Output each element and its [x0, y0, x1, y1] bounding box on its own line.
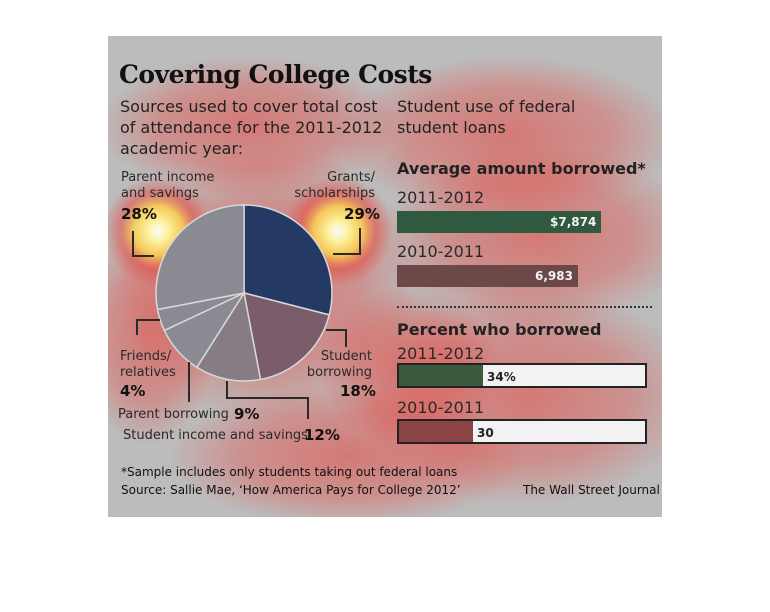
percent-value-2011-2012: 34% [487, 370, 516, 384]
avg-amount-bar-2011-2012 [397, 211, 601, 233]
pie-slice-2 [195, 290, 262, 382]
pie-value-student-borrowing: 18% [340, 382, 376, 400]
pie-label-parent-income: Parent income and savings [121, 170, 215, 201]
source-line: Source: Sallie Mae, ‘How America Pays fo… [121, 483, 461, 497]
chart-title: Covering College Costs [119, 60, 432, 89]
loans-title: Student use of federal student loans [397, 97, 576, 137]
leader-student-borrowing [326, 329, 346, 331]
infographic-panel: Covering College Costs Sources used to c… [108, 36, 662, 517]
pie-subtitle: Sources used to cover total cost of atte… [120, 97, 383, 158]
pie-value-grants: 29% [344, 205, 380, 223]
pct-year-label-2010-2011: 2010-2011 [397, 398, 485, 417]
avg-amount-heading: Average amount borrowed* [397, 159, 646, 178]
footnote: *Sample includes only students taking ou… [121, 465, 458, 479]
pie-label-student-borrowing: Student borrowing [306, 349, 372, 380]
leader-student-borrowing-v [345, 329, 347, 347]
pie-slice-1 [243, 291, 331, 381]
pie-label-friends: Friends/ relatives [120, 349, 176, 380]
section-divider [397, 306, 652, 308]
leader-student-income-h [226, 397, 308, 399]
leader-student-income-v2 [307, 397, 309, 419]
pie-chart [155, 204, 333, 382]
pie-label-parent-borrowing: Parent borrowing [118, 407, 229, 422]
percent-borrowed-heading: Percent who borrowed [397, 320, 602, 339]
avg-amount-value-2011-2012: $7,874 [550, 215, 597, 229]
pie-label-student-income: Student income and savings [123, 428, 308, 443]
leader-friends [136, 319, 160, 321]
avg-amount-value-2010-2011: 6,983 [535, 269, 573, 283]
pie-label-grants: Grants/ scholarships [294, 170, 375, 201]
leader-parent-income-h [132, 255, 154, 257]
pie-slice-5 [155, 204, 245, 311]
percent-bar-2010-2011 [399, 421, 473, 442]
publisher-credit: The Wall Street Journal [523, 483, 660, 497]
avg-year-label-2010-2011: 2010-2011 [397, 242, 485, 261]
pie-slice-0 [243, 204, 333, 316]
avg-year-label-2011-2012: 2011-2012 [397, 188, 485, 207]
percent-bar-2011-2012 [399, 365, 483, 386]
pie-value-friends: 4% [120, 382, 146, 400]
leader-student-income [226, 381, 228, 397]
leader-grants-h [333, 253, 361, 255]
percent-value-2010-2011: 30 [477, 426, 494, 440]
pie-value-parent-borrowing: 9% [234, 405, 260, 423]
pct-year-label-2011-2012: 2011-2012 [397, 344, 485, 363]
pie-value-student-income: 12% [304, 426, 340, 444]
leader-grants [359, 228, 361, 254]
leader-parent-income [132, 231, 134, 255]
leader-friends-v [136, 319, 138, 335]
leader-parent-borrowing [188, 362, 190, 402]
pie-value-parent-income: 28% [121, 205, 157, 223]
avg-amount-bar-2010-2011 [397, 265, 578, 287]
